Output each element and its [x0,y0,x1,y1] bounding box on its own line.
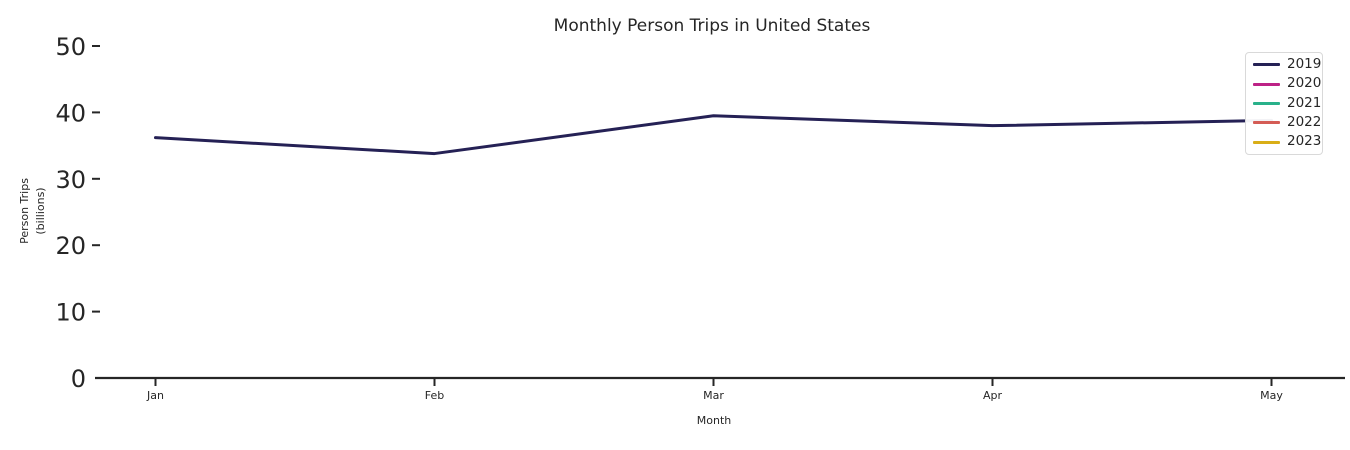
legend-swatch-2020 [1253,82,1280,86]
legend-label: 2022 [1287,114,1322,131]
legend-item-2020: 2020 [1253,75,1321,94]
x-tick-label: Jan [146,389,164,402]
x-tick-label: May [1260,389,1283,402]
y-axis-label-line2: (billions) [34,187,47,234]
legend: 2019 2020 2021 2022 2023 [1245,52,1323,155]
y-tick-label: 0 [71,365,86,393]
legend-swatch-2023 [1253,140,1280,144]
legend-label: 2019 [1287,56,1322,73]
legend-swatch-2021 [1253,101,1280,105]
y-tick-label: 10 [55,299,86,327]
legend-item-2022: 2022 [1253,113,1321,132]
chart-title: Monthly Person Trips in United States [554,16,871,36]
legend-item-2023: 2023 [1253,133,1321,152]
x-axis-label: Month [697,414,732,427]
x-tick-label: Apr [983,389,1003,402]
legend-label: 2023 [1287,133,1322,150]
y-tick-label: 20 [55,232,86,260]
legend-label: 2020 [1287,75,1322,92]
y-axis-label-line1: Person Trips [18,178,31,244]
series-line-2019 [154,114,1273,156]
series-lines [154,114,1273,156]
y-tick-label: 50 [55,33,86,61]
x-tick-label: Feb [425,389,444,402]
axes-layer: 0 10 20 30 40 50 Jan Feb Mar Apr May [55,33,1345,402]
legend-swatch-2022 [1253,121,1280,125]
legend-label: 2021 [1287,94,1322,111]
legend-item-2019: 2019 [1253,55,1321,74]
y-tick-label: 30 [55,166,86,194]
legend-item-2021: 2021 [1253,94,1321,113]
x-tick-label: Mar [703,389,724,402]
legend-swatch-2019 [1253,63,1280,67]
y-tick-label: 40 [55,99,86,127]
